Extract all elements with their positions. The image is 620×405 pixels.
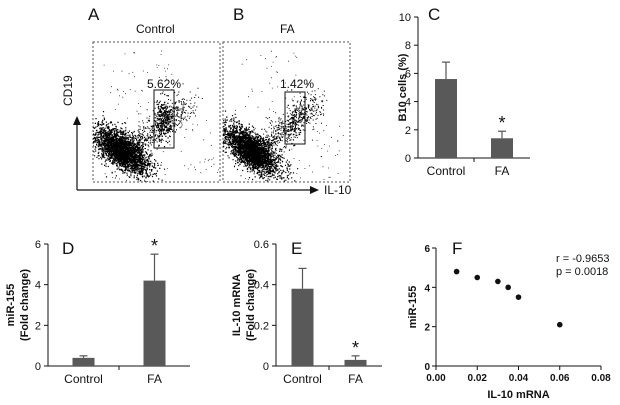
scatter-point	[495, 278, 501, 285]
x-tick-label: FA	[495, 164, 510, 178]
flow-y-arrowhead	[73, 116, 81, 125]
bar-fa	[344, 359, 367, 366]
y-tick-label: 6	[35, 239, 41, 251]
significance-star: *	[151, 236, 158, 256]
y-axis-label-2: (Fold change)	[19, 269, 31, 341]
scatter-point	[453, 268, 460, 275]
bar-control	[435, 79, 457, 158]
flow-plot-control: Control 5.62%	[92, 22, 221, 183]
flow-frame-fa	[222, 41, 351, 183]
y-tick-label: 0	[405, 153, 411, 165]
bar-fa	[143, 280, 166, 366]
x-tick-label: 0.00	[426, 373, 446, 384]
flow-events	[93, 50, 219, 182]
scatter-point	[556, 321, 563, 328]
x-tick-label: 0.04	[509, 373, 529, 384]
bar-fa	[491, 138, 513, 158]
flow-y-label: CD19	[61, 75, 75, 106]
flow-title-fa: FA	[280, 22, 295, 36]
y-tick-label: 6	[405, 68, 411, 80]
y-axis-label: B10 cells (%)	[397, 53, 409, 121]
y-tick-label: 2	[35, 320, 41, 332]
panel-label-a: A	[88, 5, 100, 24]
annotation-r: r = -0.9653	[556, 253, 610, 265]
x-tick-label: FA	[348, 372, 363, 386]
flow-events	[223, 50, 344, 182]
flow-dots-fa	[223, 50, 344, 182]
significance-star: *	[498, 113, 505, 133]
gate-percent-control: 5.62%	[147, 77, 181, 91]
y-tick-label: 6	[424, 244, 430, 255]
x-tick-label: 0.02	[468, 373, 488, 384]
panel-label-f: F	[452, 239, 462, 258]
x-tick-label: Control	[283, 372, 322, 386]
y-tick-label: 2	[405, 125, 411, 137]
panel-label-b: B	[233, 5, 244, 24]
gate-fa	[284, 91, 306, 145]
panel-label-d: D	[62, 239, 74, 258]
y-tick-label: 2	[424, 323, 430, 334]
y-tick-label: 0.4	[254, 280, 269, 292]
x-tick-label: Control	[64, 372, 103, 386]
x-tick-label: Control	[427, 164, 466, 178]
flow-plot-fa: FA 1.42%	[222, 22, 351, 183]
x-axis-label: IL-10 mRNA	[487, 389, 549, 401]
gate-control	[153, 89, 175, 149]
y-tick-label: 4	[405, 97, 411, 109]
x-tick-label: FA	[147, 372, 162, 386]
y-tick-label: 4	[35, 280, 41, 292]
y-axis-label-2: (Fold change)	[245, 269, 257, 341]
chart-d: 0 2 4 6 Control * FA miR-155 (Fold change)	[5, 236, 190, 386]
y-tick-label: 0	[35, 361, 41, 373]
x-tick-label: 0.08	[591, 373, 611, 384]
chart-f: 0 2 4 6 0.00 0.02 0.04 0.06 0.08 IL-10 mRNA miR-15…	[407, 244, 611, 401]
bar-control	[291, 288, 314, 366]
flow-x-arrowhead	[310, 186, 319, 194]
y-axis-label: IL-10 mRNA	[231, 274, 243, 336]
bar-control	[72, 357, 95, 366]
y-axis-label: miR-155	[5, 284, 17, 327]
y-axis-label: miR-155	[407, 286, 419, 329]
flow-title-control: Control	[136, 22, 175, 36]
scatter-point	[474, 274, 481, 281]
panel-label-c: C	[428, 5, 440, 24]
y-tick-label: 0.6	[254, 239, 269, 251]
flow-x-label: IL-10	[324, 183, 352, 197]
y-tick-label: 4	[424, 283, 430, 294]
y-tick-label: 10	[399, 12, 411, 24]
y-tick-label: 8	[405, 40, 411, 52]
chart-c: 0 2 4 6 8 10 Control * FA B10 cells (%)	[397, 12, 530, 178]
gate-percent-fa: 1.42%	[280, 77, 314, 91]
annotation-p: p = 0.0018	[556, 266, 608, 278]
significance-star: *	[352, 338, 359, 358]
flow-axes: CD19 IL-10	[61, 75, 352, 197]
y-tick-label: 0.2	[254, 320, 269, 332]
flow-frame-control	[92, 41, 221, 183]
panel-label-e: E	[291, 239, 302, 258]
y-tick-label: 0	[424, 362, 430, 373]
y-tick-label: 0	[263, 361, 269, 373]
flow-dots-control	[93, 50, 219, 182]
scatter-point	[515, 294, 522, 300]
x-tick-label: 0.06	[550, 373, 570, 384]
chart-e: 0 0.2 0.4 0.6 Control * FA IL-10 mRNA (Fold chan…	[231, 239, 382, 386]
scatter-point	[505, 284, 511, 291]
